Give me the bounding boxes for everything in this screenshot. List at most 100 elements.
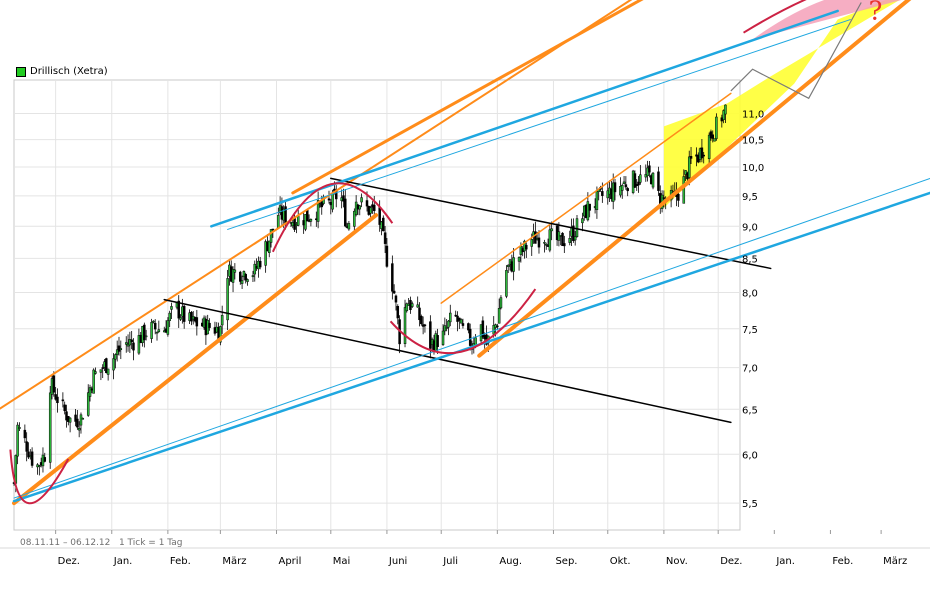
candle-body xyxy=(358,205,362,210)
x-tick-label: März xyxy=(883,556,907,567)
x-tick-label: Jan. xyxy=(113,556,133,567)
candle-body xyxy=(468,328,472,346)
candle-body xyxy=(316,200,320,222)
plot-frame xyxy=(13,79,741,531)
candle-body xyxy=(572,225,575,241)
candle-body xyxy=(170,306,173,310)
candle-body xyxy=(144,335,148,338)
candle-body xyxy=(700,147,704,159)
candle-body xyxy=(94,371,97,374)
y-tick-label: 10,5 xyxy=(742,136,764,147)
candle-body xyxy=(391,263,394,292)
candle-body xyxy=(383,232,387,244)
candle-body xyxy=(152,320,155,323)
candle-body xyxy=(423,324,427,327)
candle-body xyxy=(342,195,345,202)
candle-body xyxy=(347,223,351,230)
candle-body xyxy=(63,404,66,412)
x-tick-label: Nov. xyxy=(666,556,688,567)
candle-body xyxy=(568,237,572,243)
candle-body xyxy=(77,428,81,431)
candle-body xyxy=(16,424,19,457)
candle-body xyxy=(179,317,182,320)
x-tick-label: Dez. xyxy=(58,556,80,567)
candle-body xyxy=(81,418,85,420)
x-tick-label: März xyxy=(222,556,246,567)
y-tick-label: 6,5 xyxy=(742,405,758,416)
candle-body xyxy=(157,329,161,332)
cycle-arc xyxy=(271,182,394,253)
x-tick-label: Mai xyxy=(333,556,351,567)
candle-body xyxy=(76,418,79,428)
candle-body xyxy=(124,342,128,345)
candle-body xyxy=(79,414,83,426)
candle-body xyxy=(497,308,501,324)
cycle-arc xyxy=(389,288,537,355)
candle-body xyxy=(405,303,409,311)
candle-body xyxy=(195,317,199,327)
candle-body xyxy=(517,257,521,262)
candle-body xyxy=(411,303,414,307)
candle-body xyxy=(293,218,296,230)
legend-swatch xyxy=(16,66,26,77)
candle-body xyxy=(105,358,108,374)
candle-body xyxy=(48,392,52,463)
candle-body xyxy=(396,306,400,319)
candle-body xyxy=(586,201,590,221)
candle-body xyxy=(68,417,72,423)
candle-body xyxy=(622,181,626,184)
candle-body xyxy=(74,414,77,422)
candle-body xyxy=(467,323,470,331)
trendline-resistance-blue-thin xyxy=(227,19,851,230)
trendline-resistance xyxy=(330,177,772,270)
candle-body xyxy=(459,319,463,324)
x-tick-label: Feb. xyxy=(832,556,853,567)
candle-body xyxy=(155,331,159,334)
candle-body xyxy=(702,154,705,157)
x-tick-label: April xyxy=(278,556,301,567)
candle-body xyxy=(119,348,123,350)
candle-body xyxy=(662,197,666,199)
candle-body xyxy=(150,322,153,339)
candle-body xyxy=(267,240,271,253)
candle-body xyxy=(106,368,110,375)
x-tick-label: Juni xyxy=(388,556,407,567)
x-tick-label: Sep. xyxy=(555,556,577,567)
candle-body xyxy=(537,237,541,248)
candle-body xyxy=(595,191,599,210)
candle-body xyxy=(137,335,141,354)
candle-body xyxy=(687,156,691,178)
candle-body xyxy=(454,314,457,317)
candle-body xyxy=(56,396,59,404)
candle-body xyxy=(92,369,95,394)
x-tick-label: Aug. xyxy=(499,556,522,567)
candle-body xyxy=(633,173,637,188)
candle-body xyxy=(88,387,92,397)
candle-body xyxy=(99,369,103,373)
candle-body xyxy=(588,203,591,211)
candle-body xyxy=(512,257,515,272)
candle-body xyxy=(130,339,133,343)
candle-body xyxy=(360,197,363,203)
candle-body xyxy=(43,457,47,462)
trendline-channel-lower2 xyxy=(477,0,912,358)
candle-body xyxy=(724,104,727,115)
candle-body xyxy=(445,327,448,329)
trendline-channel-thin xyxy=(440,92,732,304)
candle-body xyxy=(639,174,642,183)
candle-body xyxy=(613,182,617,193)
candle-body xyxy=(394,295,398,303)
candle-body xyxy=(253,263,257,275)
forecast-path xyxy=(730,2,862,100)
candle-body xyxy=(244,274,247,281)
candle-body xyxy=(436,335,439,347)
candle-body xyxy=(153,322,157,330)
candle-body xyxy=(534,231,537,244)
candle-body xyxy=(240,280,244,284)
candle-body xyxy=(420,316,423,325)
candle-body xyxy=(651,172,655,188)
candle-body xyxy=(114,354,117,360)
forecast-top-zone xyxy=(752,0,902,40)
candle-body xyxy=(648,165,651,173)
trendline-channel-lower xyxy=(12,213,379,506)
